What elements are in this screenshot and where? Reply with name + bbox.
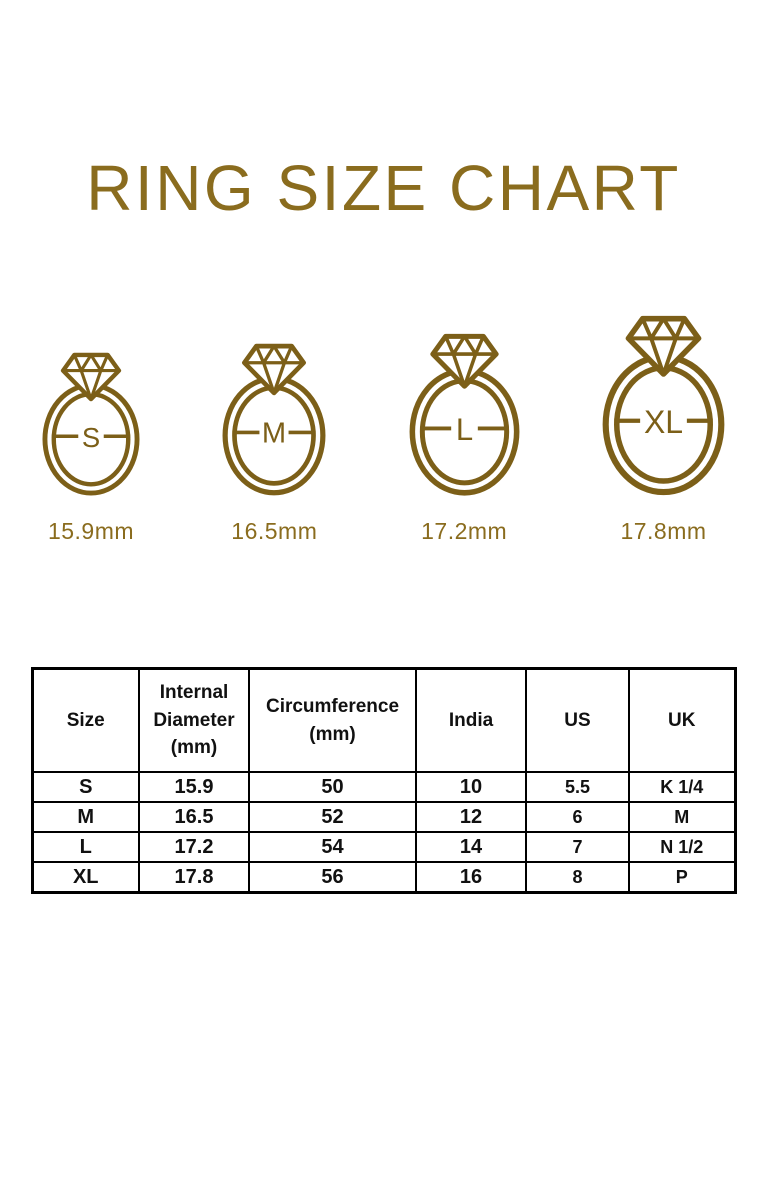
cell-circumference: 52 bbox=[248, 801, 417, 834]
cell-circumference: 50 bbox=[248, 771, 417, 804]
cell-uk: M bbox=[628, 801, 736, 834]
cell-uk: K 1/4 bbox=[628, 771, 736, 804]
table-row-m: M 16.5 52 12 6 M bbox=[31, 801, 736, 834]
ring-icons-row: S 15.9mm M 16.5mm L bbox=[0, 315, 767, 545]
cell-us: 8 bbox=[525, 861, 630, 894]
cell-uk: N 1/2 bbox=[628, 831, 736, 864]
ring-size-xl: XL 17.8mm bbox=[602, 315, 725, 545]
ring-m-icon: M bbox=[222, 343, 326, 496]
ring-l-diameter-label: 17.2mm bbox=[421, 517, 508, 544]
page-title: RING SIZE CHART bbox=[86, 152, 681, 224]
cell-circumference: 56 bbox=[248, 861, 417, 894]
header-internal-diameter: Internal Diameter (mm) bbox=[138, 667, 250, 774]
table-row-l: L 17.2 54 14 7 N 1/2 bbox=[31, 831, 736, 864]
ring-l-icon: L bbox=[409, 333, 520, 496]
cell-us: 6 bbox=[525, 801, 630, 834]
cell-internal-diameter: 17.2 bbox=[138, 831, 250, 864]
header-circumference: Circumference (mm) bbox=[248, 667, 417, 774]
header-uk: UK bbox=[628, 667, 736, 774]
ring-s-diameter-label: 15.9mm bbox=[47, 517, 135, 544]
header-us: US bbox=[525, 667, 630, 774]
cell-internal-diameter: 16.5 bbox=[138, 801, 250, 834]
cell-internal-diameter: 17.8 bbox=[138, 861, 250, 894]
cell-uk: P bbox=[628, 861, 736, 894]
ring-s-letter: S bbox=[82, 422, 100, 453]
ring-m-diameter-label: 16.5mm bbox=[231, 517, 318, 544]
cell-india: 16 bbox=[415, 861, 527, 894]
cell-us: 5.5 bbox=[525, 771, 630, 804]
cell-size: XL bbox=[31, 861, 140, 894]
ring-xl-diameter-label: 17.8mm bbox=[620, 517, 707, 544]
table-row-s: S 15.9 50 10 5.5 K 1/4 bbox=[31, 771, 736, 804]
ring-s-icon: S bbox=[42, 352, 140, 496]
cell-size: M bbox=[31, 801, 140, 834]
table-header-row: Size Internal Diameter (mm) Circumferenc… bbox=[31, 667, 736, 774]
cell-circumference: 54 bbox=[248, 831, 417, 864]
ring-l-letter: L bbox=[456, 412, 473, 447]
cell-size: S bbox=[31, 771, 140, 804]
cell-us: 7 bbox=[525, 831, 630, 864]
ring-xl-icon: XL bbox=[602, 315, 725, 496]
cell-internal-diameter: 15.9 bbox=[138, 771, 250, 804]
header-size: Size bbox=[31, 667, 140, 774]
cell-india: 14 bbox=[415, 831, 527, 864]
header-india: India bbox=[415, 667, 527, 774]
ring-size-l: L 17.2mm bbox=[409, 333, 520, 545]
ring-size-m: M 16.5mm bbox=[222, 343, 326, 545]
cell-india: 12 bbox=[415, 801, 527, 834]
ring-size-s: S 15.9mm bbox=[42, 352, 140, 545]
cell-size: L bbox=[31, 831, 140, 864]
ring-m-letter: M bbox=[262, 417, 286, 449]
ring-size-table: Size Internal Diameter (mm) Circumferenc… bbox=[30, 666, 737, 894]
table-row-xl: XL 17.8 56 16 8 P bbox=[31, 861, 736, 894]
ring-xl-letter: XL bbox=[644, 404, 683, 440]
cell-india: 10 bbox=[415, 771, 527, 804]
